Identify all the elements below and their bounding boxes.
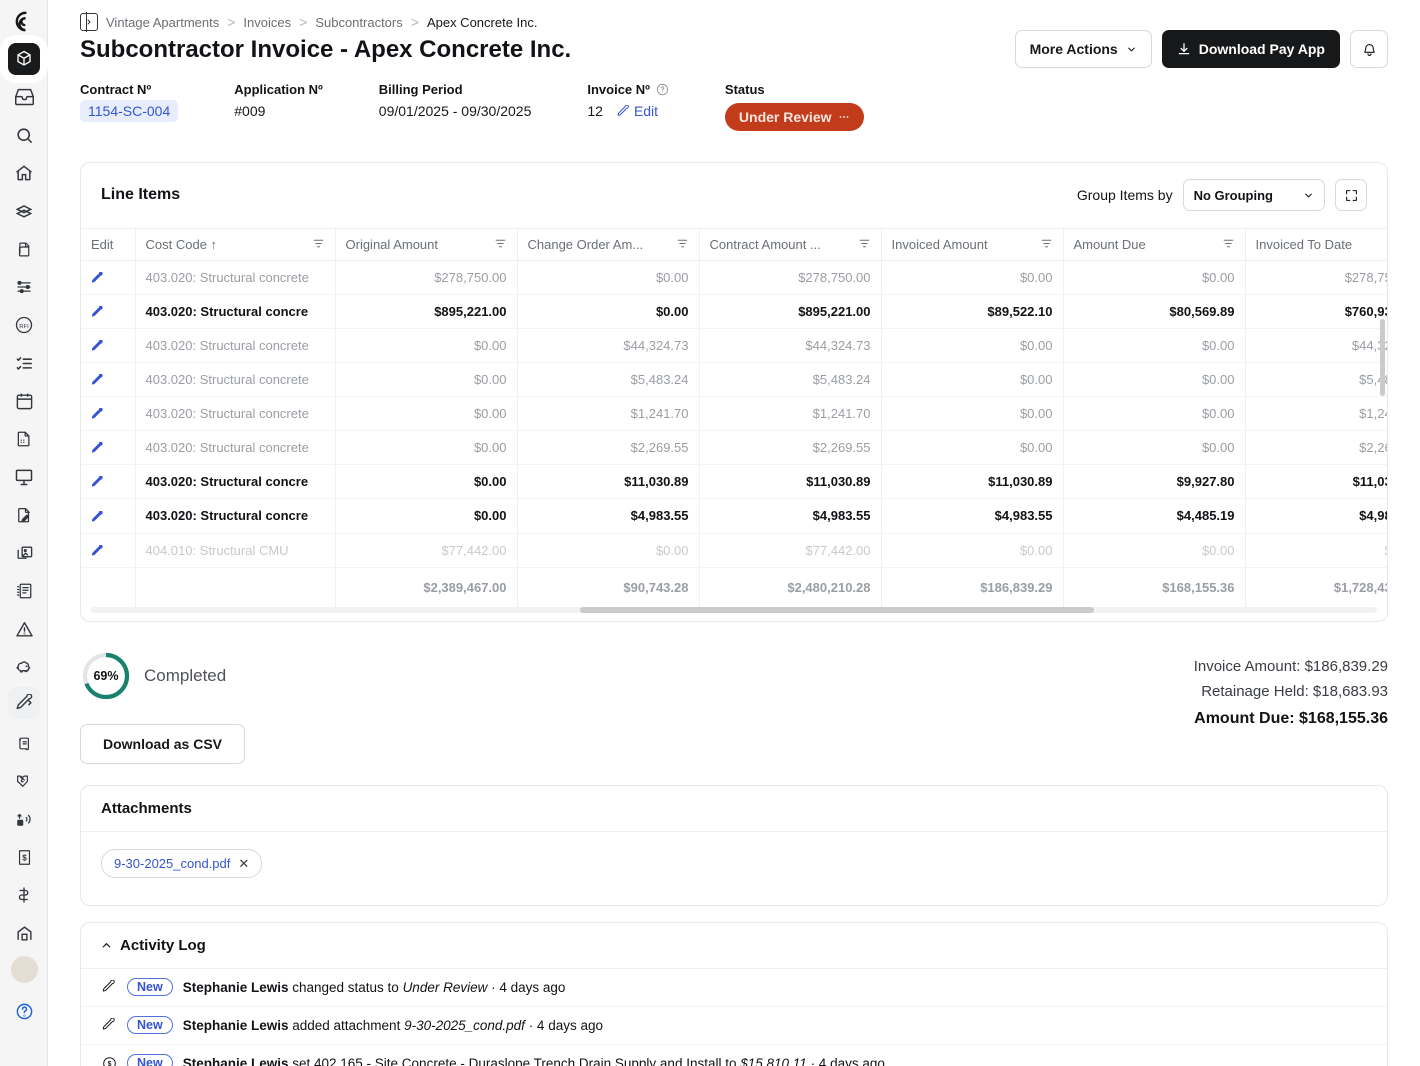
svg-text:$: $ <box>22 853 27 862</box>
svg-text:RFI: RFI <box>19 324 29 330</box>
svg-text:$: $ <box>107 1061 111 1066</box>
